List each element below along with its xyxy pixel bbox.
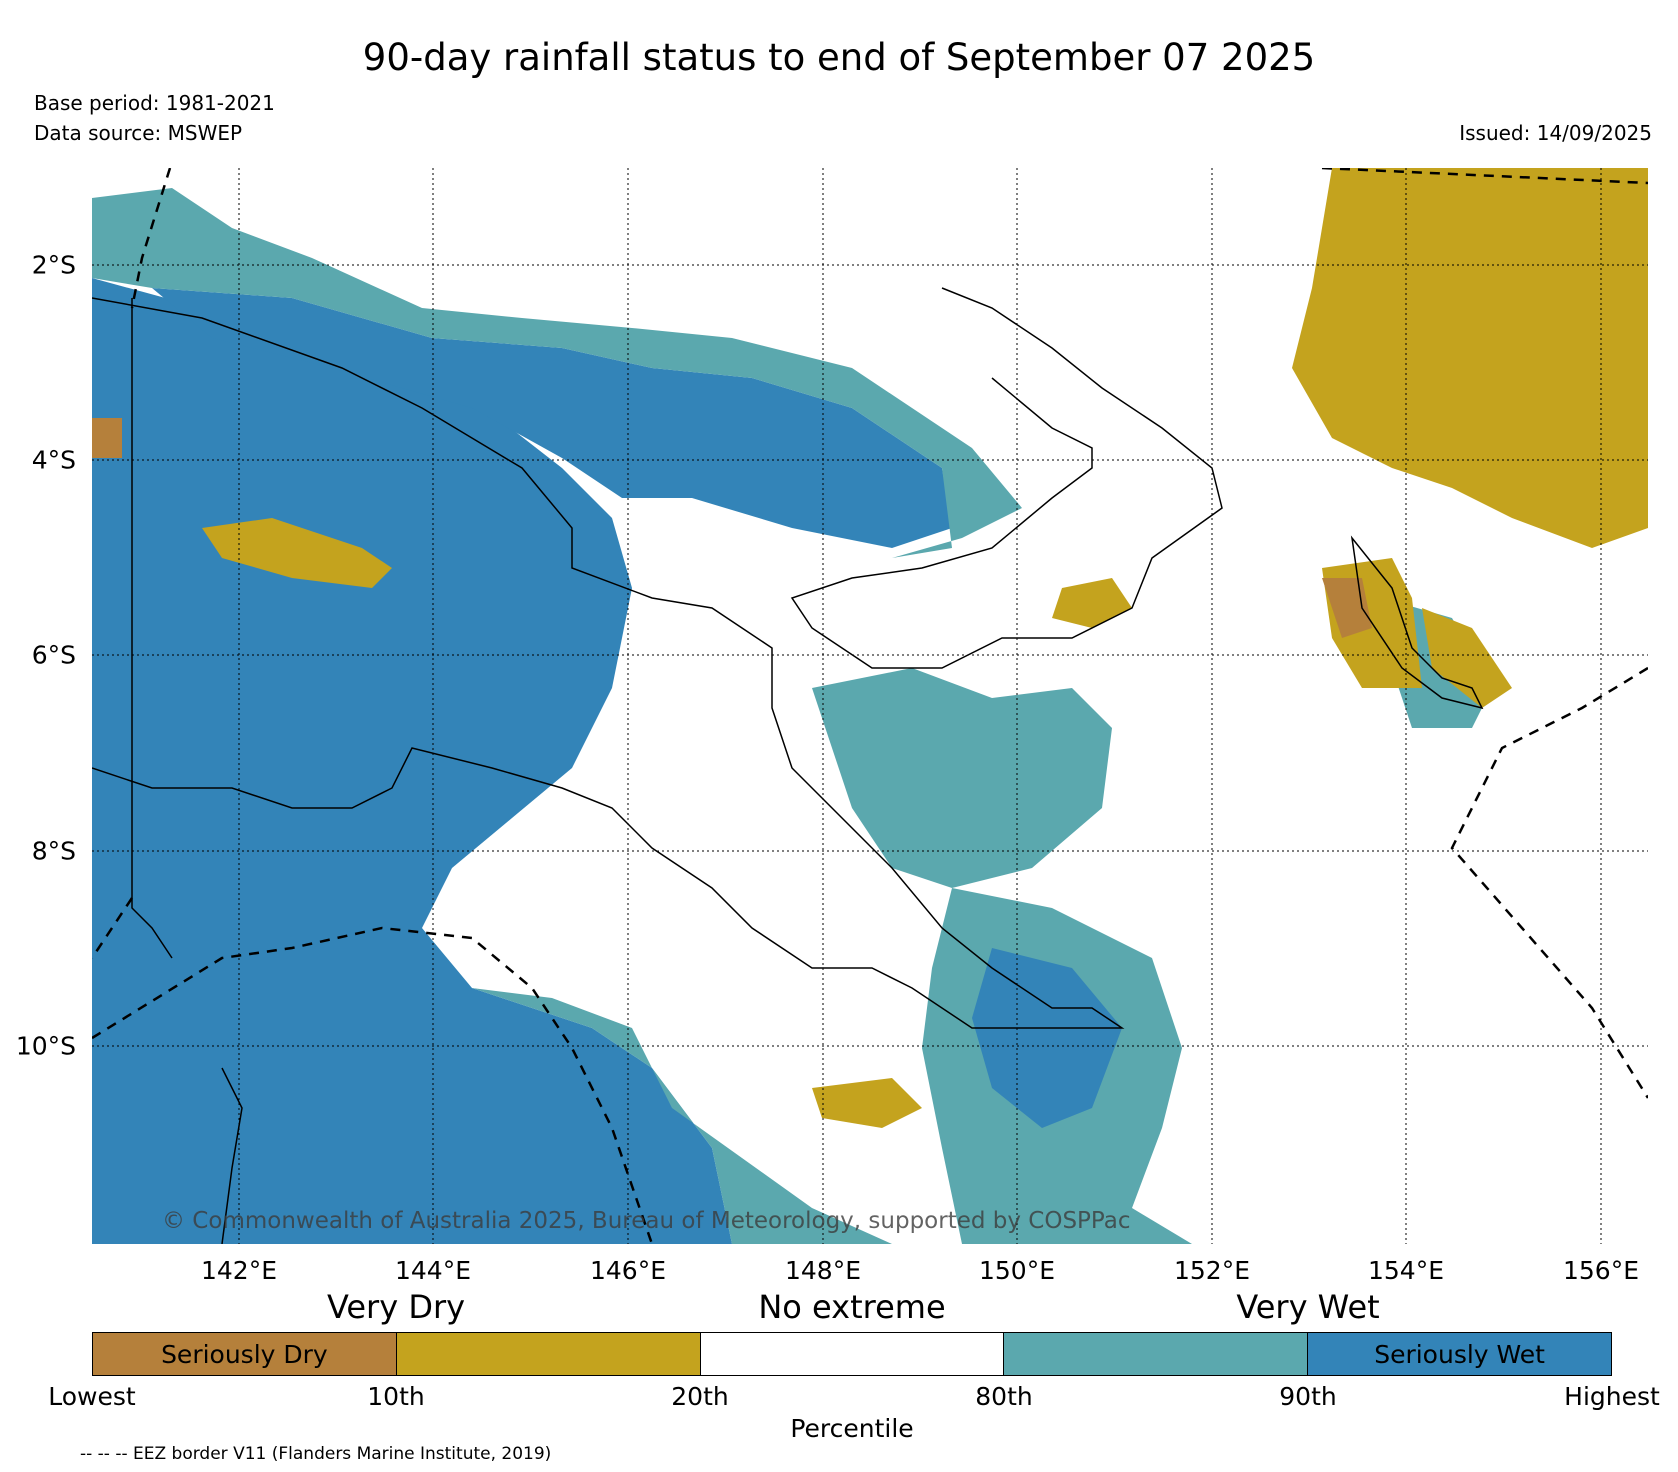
legend-axis-label: Percentile — [790, 1414, 914, 1443]
very-dry-region-northeast — [1292, 168, 1648, 548]
map-title: 90-day rainfall status to end of Septemb… — [362, 36, 1316, 79]
lon-label: 154°E — [1367, 1256, 1445, 1285]
border-line — [131, 298, 173, 959]
lon-label: 156°E — [1562, 1256, 1640, 1285]
graticule — [92, 168, 1648, 1244]
lon-label: 148°E — [784, 1256, 862, 1285]
legend-tick: 10th — [367, 1382, 425, 1411]
lon-label: 150°E — [978, 1256, 1056, 1285]
legend-tick: 20th — [671, 1382, 729, 1411]
base-period: Base period: 1981-2021 — [34, 91, 275, 115]
seriously-wet-region-north — [152, 288, 952, 548]
seriously-wet-region-southeast — [972, 948, 1122, 1128]
coastline-australia — [221, 1067, 243, 1244]
lat-label: 4°S — [31, 445, 76, 475]
eez-border — [130, 168, 172, 309]
copyright-watermark: © Commonwealth of Australia 2025, Bureau… — [162, 1208, 1131, 1234]
eez-border — [92, 926, 654, 1244]
legend-tick: 80th — [975, 1382, 1033, 1411]
seriously-dry-patch-west — [92, 418, 122, 458]
data-source: Data source: MSWEP — [34, 121, 243, 145]
legend-colorbar: Seriously Dry Seriously Wet — [92, 1332, 1612, 1376]
coastline-newbritain — [790, 287, 1223, 669]
lon-label: 146°E — [589, 1256, 667, 1285]
eez-note: -- -- -- EEZ border V11 (Flanders Marine… — [80, 1444, 552, 1464]
issued-date: Issued: 14/09/2025 — [1459, 121, 1652, 145]
legend-group-no-extreme: No extreme — [758, 1288, 946, 1326]
very-dry-region-bougainville — [1422, 608, 1512, 708]
rainfall-map — [92, 168, 1648, 1244]
eez-border — [1321, 168, 1648, 185]
lon-label: 144°E — [394, 1256, 472, 1285]
legend-no-extreme — [700, 1333, 1005, 1375]
legend-group-very-wet: Very Wet — [1236, 1288, 1380, 1326]
lon-label: 152°E — [1173, 1256, 1251, 1285]
lat-label: 2°S — [31, 250, 76, 280]
eez-border — [1450, 666, 1648, 1099]
coastline-png — [92, 297, 1125, 1029]
legend-tick: 90th — [1279, 1382, 1337, 1411]
legend-very-wet — [1004, 1333, 1309, 1375]
legend-seriously-dry: Seriously Dry — [93, 1333, 397, 1375]
legend-seriously-wet: Seriously Wet — [1308, 1333, 1611, 1375]
legend-tick: Lowest — [48, 1382, 136, 1411]
very-dry-region-west — [202, 518, 392, 588]
very-wet-region-central — [812, 668, 1112, 888]
very-wet-band-north — [92, 188, 1022, 558]
lat-label: 10°S — [15, 1031, 76, 1061]
legend-tick: Highest — [1564, 1382, 1660, 1411]
lat-label: 8°S — [31, 836, 76, 866]
lon-label: 142°E — [200, 1256, 278, 1285]
legend-very-dry — [396, 1333, 701, 1375]
eez-border — [92, 897, 134, 959]
seriously-wet-region-west — [92, 278, 732, 1244]
very-dry-region-sea — [812, 1078, 922, 1128]
coastline-bougainville — [1350, 535, 1484, 710]
very-dry-region-newbritain — [1052, 578, 1132, 628]
lat-label: 6°S — [31, 640, 76, 670]
legend-group-very-dry: Very Dry — [326, 1288, 466, 1326]
